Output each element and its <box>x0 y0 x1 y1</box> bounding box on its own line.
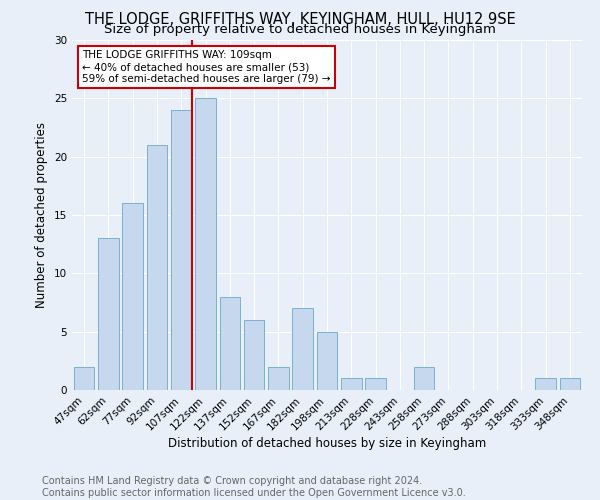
Bar <box>122 204 143 390</box>
Y-axis label: Number of detached properties: Number of detached properties <box>35 122 49 308</box>
Bar <box>365 378 386 390</box>
Bar <box>74 366 94 390</box>
Bar <box>535 378 556 390</box>
Bar <box>220 296 240 390</box>
Bar <box>195 98 216 390</box>
Bar <box>171 110 191 390</box>
Bar <box>560 378 580 390</box>
Text: Contains HM Land Registry data © Crown copyright and database right 2024.
Contai: Contains HM Land Registry data © Crown c… <box>42 476 466 498</box>
Bar <box>292 308 313 390</box>
Text: Size of property relative to detached houses in Keyingham: Size of property relative to detached ho… <box>104 22 496 36</box>
Bar <box>317 332 337 390</box>
Bar <box>341 378 362 390</box>
X-axis label: Distribution of detached houses by size in Keyingham: Distribution of detached houses by size … <box>168 438 486 450</box>
Text: THE LODGE GRIFFITHS WAY: 109sqm
← 40% of detached houses are smaller (53)
59% of: THE LODGE GRIFFITHS WAY: 109sqm ← 40% of… <box>82 50 331 84</box>
Bar <box>414 366 434 390</box>
Bar <box>244 320 265 390</box>
Bar <box>98 238 119 390</box>
Bar <box>268 366 289 390</box>
Bar <box>146 145 167 390</box>
Text: THE LODGE, GRIFFITHS WAY, KEYINGHAM, HULL, HU12 9SE: THE LODGE, GRIFFITHS WAY, KEYINGHAM, HUL… <box>85 12 515 28</box>
